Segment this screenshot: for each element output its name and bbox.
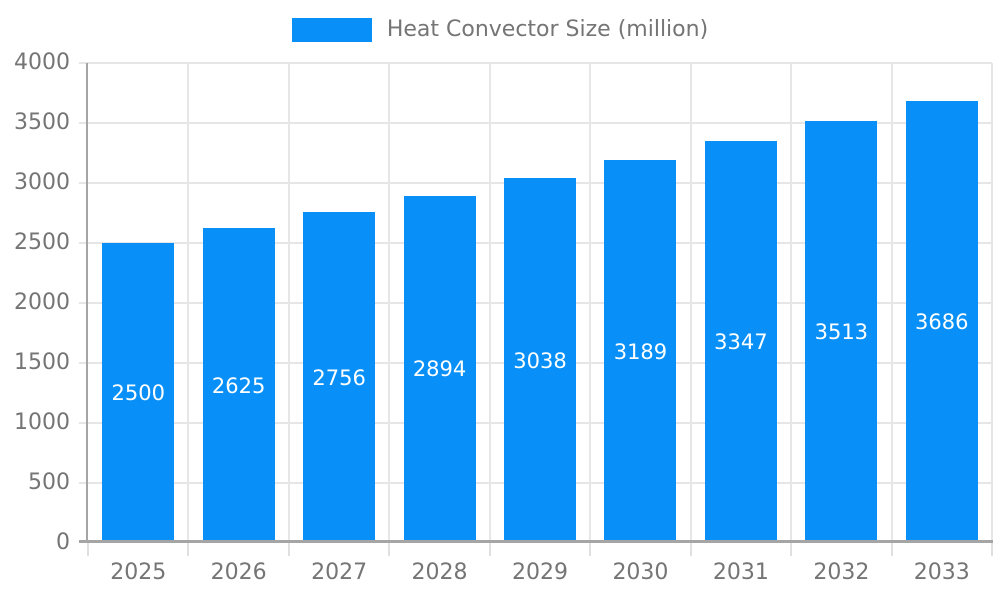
bar[interactable] <box>102 243 175 543</box>
x-axis-tick <box>689 543 692 556</box>
x-axis-line <box>79 540 993 543</box>
bar[interactable] <box>604 160 677 543</box>
x-tick-label: 2032 <box>813 560 870 585</box>
x-tick-label: 2030 <box>612 560 669 585</box>
y-axis-line <box>86 63 88 543</box>
x-tick-label: 2027 <box>311 560 368 585</box>
x-axis-tick <box>790 543 793 556</box>
v-gridline <box>388 63 391 540</box>
y-tick-label: 0 <box>56 530 70 555</box>
x-tick-label: 2033 <box>913 560 970 585</box>
v-gridline <box>790 63 793 540</box>
x-tick-label: 2025 <box>110 560 167 585</box>
bar[interactable] <box>905 100 978 543</box>
x-tick-label: 2028 <box>411 560 468 585</box>
bar[interactable] <box>504 178 576 543</box>
x-axis-tick <box>87 543 89 556</box>
x-tick-label: 2029 <box>512 560 568 585</box>
legend-label: Heat Convector Size (million) <box>386 17 709 42</box>
y-tick-label: 1500 <box>14 350 70 375</box>
bar[interactable] <box>202 228 275 543</box>
x-axis-tick <box>991 543 993 556</box>
legend-swatch <box>291 18 372 42</box>
bar[interactable] <box>303 212 376 543</box>
y-tick-label: 1000 <box>14 410 70 435</box>
y-tick-label: 3000 <box>14 170 70 195</box>
v-gridline <box>991 63 993 540</box>
y-tick-label: 2500 <box>14 230 70 255</box>
x-axis-tick <box>388 543 391 556</box>
h-gridline <box>79 62 992 64</box>
bar[interactable] <box>704 141 777 543</box>
x-axis-tick <box>187 543 190 556</box>
y-tick-label: 3500 <box>14 110 70 135</box>
legend-item[interactable]: Heat Convector Size (million) <box>0 17 1000 43</box>
x-axis-tick <box>589 543 592 556</box>
h-gridline <box>79 122 992 124</box>
x-tick-label: 2031 <box>712 560 769 585</box>
x-axis-tick <box>287 543 290 556</box>
x-axis-tick <box>488 543 491 556</box>
y-tick-label: 2000 <box>14 290 70 315</box>
bar[interactable] <box>403 195 476 543</box>
v-gridline <box>187 63 190 540</box>
v-gridline <box>488 63 491 540</box>
y-tick-label: 4000 <box>14 50 70 75</box>
x-tick-label: 2026 <box>210 560 267 585</box>
y-tick-label: 500 <box>28 470 70 495</box>
v-gridline <box>589 63 592 540</box>
x-axis-tick <box>890 543 893 556</box>
v-gridline <box>890 63 893 540</box>
bar[interactable] <box>805 121 878 543</box>
v-gridline <box>287 63 290 540</box>
v-gridline <box>689 63 692 540</box>
